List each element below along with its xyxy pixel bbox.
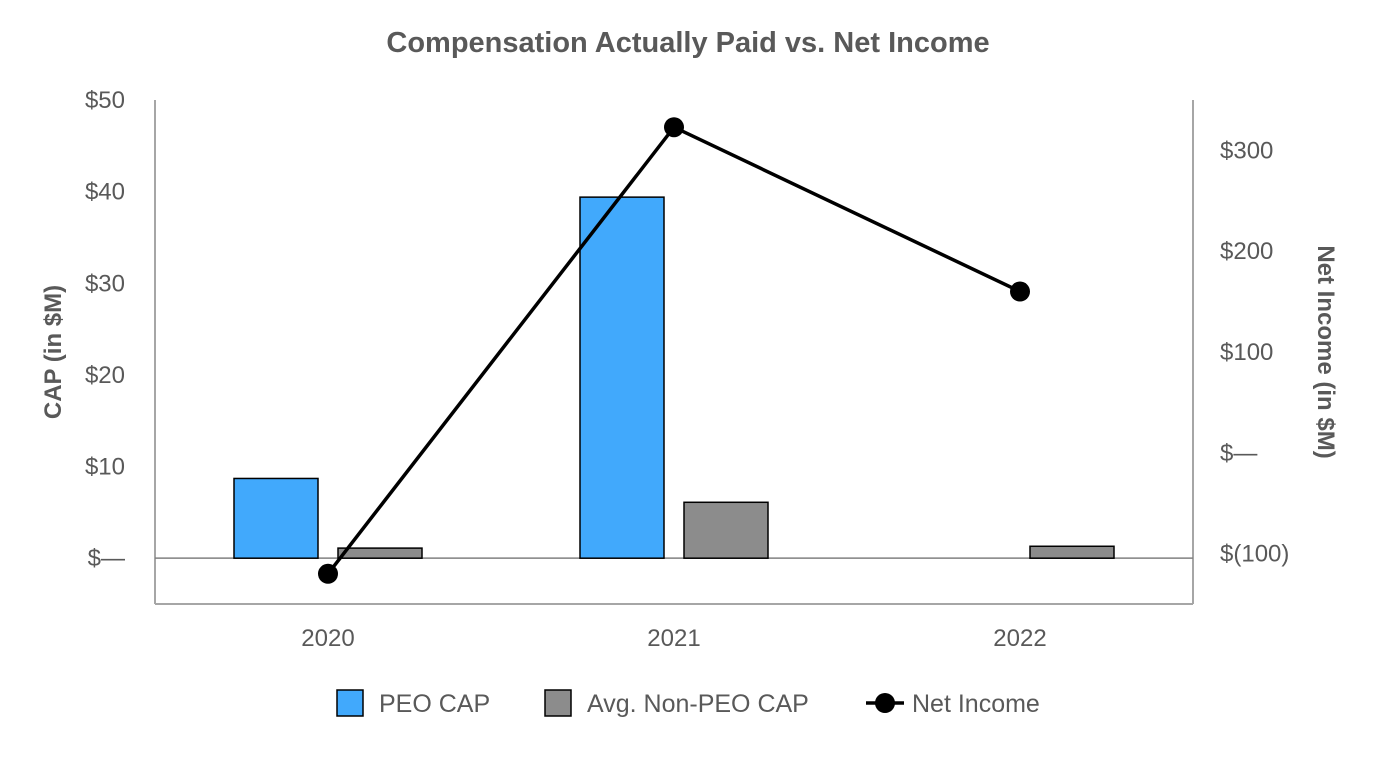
left-tick-label: $20 [85, 362, 125, 389]
left-axis-title: CAP (in $M) [40, 285, 67, 419]
x-tick-label: 2020 [301, 625, 354, 652]
right-tick-label: $300 [1220, 137, 1273, 164]
legend-swatch-peo-cap [336, 689, 364, 717]
bar-avg-non-peo-cap[interactable] [1029, 545, 1115, 559]
bar-avg-non-peo-cap[interactable] [337, 547, 423, 559]
point-net-income[interactable] [664, 117, 684, 138]
bar-peo-cap[interactable] [579, 196, 665, 559]
bar-peo-cap[interactable] [233, 477, 319, 559]
line-net-income [326, 125, 1021, 575]
right-axis-title: Net Income (in $M) [1312, 245, 1339, 458]
legend-label-avg-non-peo-cap: Avg. Non-PEO CAP [587, 690, 809, 718]
legend-label-net-income: Net Income [912, 690, 1040, 718]
left-tick-label: $10 [85, 454, 125, 481]
bar-avg-non-peo-cap[interactable] [683, 501, 769, 559]
legend-swatch-marker-net-income [875, 693, 895, 713]
left-tick-label: $30 [85, 270, 125, 297]
x-tick-label: 2022 [993, 625, 1046, 652]
point-net-income[interactable] [1010, 281, 1030, 302]
right-tick-label: $— [1220, 440, 1257, 467]
x-tick-label: 2021 [647, 625, 700, 652]
legend-swatch-avg-non-peo-cap [544, 689, 572, 717]
right-tick-label: $100 [1220, 339, 1273, 366]
legend-label-peo-cap: PEO CAP [379, 690, 490, 718]
chart-title: Compensation Actually Paid vs. Net Incom… [386, 27, 989, 59]
left-tick-label: $— [88, 545, 125, 572]
right-tick-label: $(100) [1220, 541, 1289, 568]
left-tick-label: $40 [85, 179, 125, 206]
left-tick-label: $50 [85, 87, 125, 114]
point-net-income[interactable] [318, 563, 338, 584]
right-tick-label: $200 [1220, 238, 1273, 265]
